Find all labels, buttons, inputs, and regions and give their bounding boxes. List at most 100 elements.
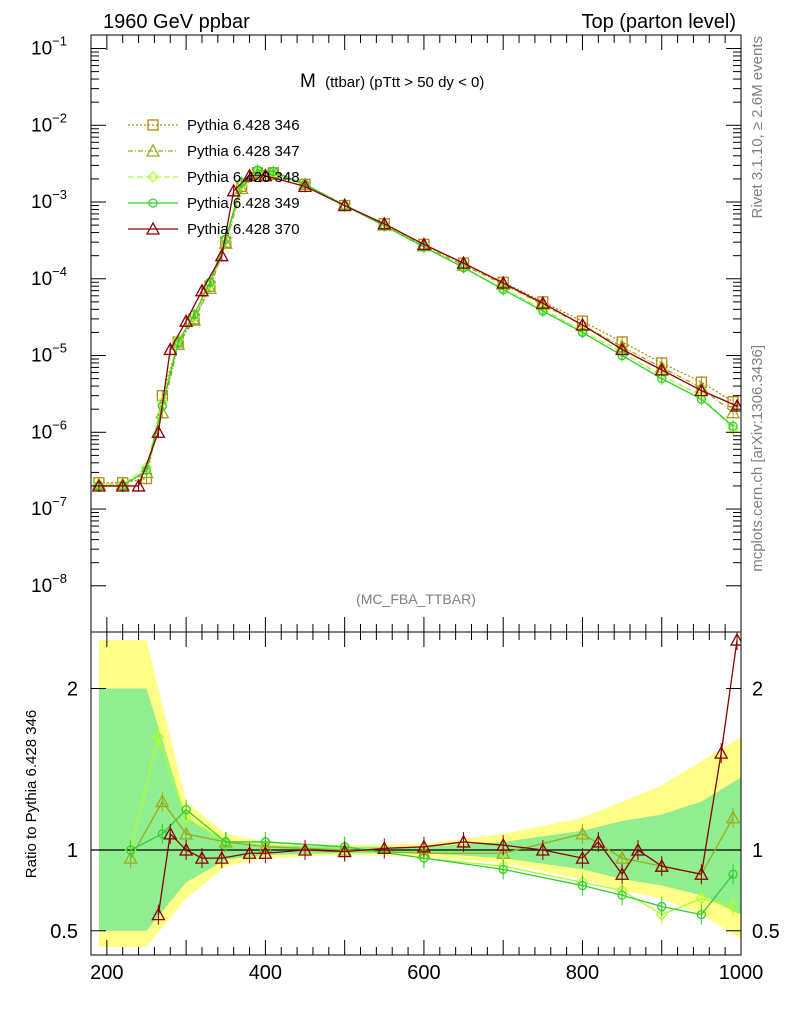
ratio-series-4 bbox=[151, 632, 741, 925]
data-point bbox=[575, 317, 590, 331]
ratio-y-tick-label-right: 0.5 bbox=[752, 921, 780, 943]
ratio-point bbox=[615, 850, 630, 864]
legend-label: Pythia 6.428 349 bbox=[187, 195, 300, 212]
legend-marker bbox=[145, 221, 161, 235]
ratio-y-tick-label: 0.5 bbox=[50, 921, 78, 943]
data-point bbox=[694, 383, 709, 397]
x-tick-label: 800 bbox=[566, 962, 599, 984]
x-tick-label: 400 bbox=[249, 962, 282, 984]
mcplots-label: mcplots.cern.ch [arXiv:1306.3436] bbox=[749, 345, 766, 572]
data-point bbox=[496, 275, 511, 289]
data-point bbox=[151, 424, 166, 438]
ratio-point bbox=[214, 850, 229, 864]
ratio-line bbox=[157, 639, 738, 915]
ratio-point bbox=[714, 745, 729, 759]
ratio-frame bbox=[90, 631, 742, 956]
ratio-point bbox=[181, 805, 191, 815]
ratio-point bbox=[194, 850, 210, 864]
uncertainty-band bbox=[98, 688, 741, 931]
ratio-point bbox=[337, 844, 352, 858]
ratio-panel: 0.5 0.5 1 1 2 2 200 400 600 800 1000 Ratio to Pyth… bbox=[23, 631, 780, 984]
x-tick-label: 200 bbox=[90, 962, 123, 984]
data-point bbox=[188, 310, 200, 323]
legend-marker bbox=[145, 143, 161, 157]
data-point bbox=[234, 181, 249, 195]
ratio-y-tick-label-right: 2 bbox=[752, 679, 763, 701]
ratio-point bbox=[498, 864, 508, 875]
legend-label: Pythia 6.428 348 bbox=[187, 169, 300, 186]
series-1 bbox=[93, 166, 739, 489]
series-line bbox=[98, 170, 734, 485]
x-tick-label: 1000 bbox=[719, 962, 764, 984]
data-point bbox=[163, 342, 178, 356]
legend: Pythia 6.428 346 Pythia 6.428 347 Pythia 6… bbox=[128, 117, 300, 238]
main-title-sub: (ttbar) (pTtt > 50 dy < 0) bbox=[325, 74, 484, 91]
y-tick-label: 10−8 bbox=[31, 571, 67, 597]
data-point bbox=[171, 336, 186, 350]
data-point bbox=[235, 178, 248, 191]
series-5 bbox=[91, 168, 741, 492]
ratio-point bbox=[163, 826, 178, 840]
analysis-label: (MC_FBA_TTBAR) bbox=[356, 591, 476, 607]
data-point bbox=[728, 421, 738, 431]
ratio-point bbox=[125, 845, 136, 855]
ratio-point bbox=[123, 850, 138, 864]
legend-item: Pythia 6.428 346 bbox=[128, 117, 300, 134]
rivet-label: Rivet 3.1.10, ≥ 2.6M events bbox=[749, 36, 766, 219]
ratio-point bbox=[617, 890, 627, 900]
data-point bbox=[258, 168, 273, 182]
data-point bbox=[252, 165, 263, 175]
ratio-point bbox=[151, 907, 166, 921]
legend-marker bbox=[147, 171, 159, 183]
data-point bbox=[226, 183, 241, 197]
uncertainty-band bbox=[98, 640, 741, 947]
ratio-point bbox=[577, 880, 588, 891]
ratio-point bbox=[155, 794, 170, 808]
legend-label: Pythia 6.428 347 bbox=[187, 143, 300, 160]
legend-item: Pythia 6.428 348 bbox=[128, 169, 300, 186]
ratio-ylabel: Ratio to Pythia 6.428 346 bbox=[23, 710, 40, 878]
ratio-point bbox=[535, 842, 550, 856]
ratio-point bbox=[456, 834, 471, 848]
y-tick-label: 10−1 bbox=[31, 34, 67, 60]
ratio-point bbox=[696, 909, 707, 920]
header-right: Top (parton level) bbox=[581, 11, 736, 33]
main-panel: 10−8 10−7 10−6 10−5 10−4 10−3 10−2 10−1 M (ttba… bbox=[31, 34, 742, 633]
legend-item: Pythia 6.428 349 bbox=[128, 195, 300, 212]
ratio-point bbox=[615, 866, 630, 880]
series-4 bbox=[94, 164, 738, 492]
ratio-point bbox=[179, 842, 194, 856]
series-line bbox=[98, 169, 734, 487]
data-point bbox=[115, 478, 130, 492]
legend-item: Pythia 6.428 347 bbox=[128, 143, 300, 160]
data-point bbox=[194, 283, 210, 297]
ratio-y-tick-label: 2 bbox=[67, 679, 78, 701]
ratio-point bbox=[575, 850, 590, 864]
ratio-point bbox=[655, 908, 668, 921]
ratio-point bbox=[297, 842, 313, 856]
y-tick-label: 10−3 bbox=[31, 187, 67, 213]
data-point bbox=[729, 398, 741, 412]
y-tick-label: 10−2 bbox=[31, 110, 67, 136]
ratio-point bbox=[729, 632, 741, 646]
ratio-point bbox=[695, 892, 708, 905]
ratio-point bbox=[416, 839, 432, 853]
data-point bbox=[205, 277, 215, 287]
ratio-point bbox=[377, 841, 392, 855]
data-point bbox=[297, 178, 313, 193]
ratio-point bbox=[258, 845, 273, 859]
data-point bbox=[268, 166, 278, 177]
ratio-point bbox=[694, 866, 709, 880]
ratio-point bbox=[727, 900, 739, 913]
ratio-point bbox=[657, 901, 667, 912]
legend-label: Pythia 6.428 370 bbox=[187, 221, 300, 238]
ratio-series-3 bbox=[125, 799, 738, 925]
data-point bbox=[535, 295, 550, 309]
ratio-point bbox=[728, 869, 738, 879]
data-point bbox=[725, 405, 741, 419]
ratio-point bbox=[180, 811, 193, 824]
data-point bbox=[337, 198, 352, 212]
data-point bbox=[416, 237, 432, 251]
main-title: M (ttbar) (pTtt > 50 dy < 0) bbox=[300, 71, 484, 92]
